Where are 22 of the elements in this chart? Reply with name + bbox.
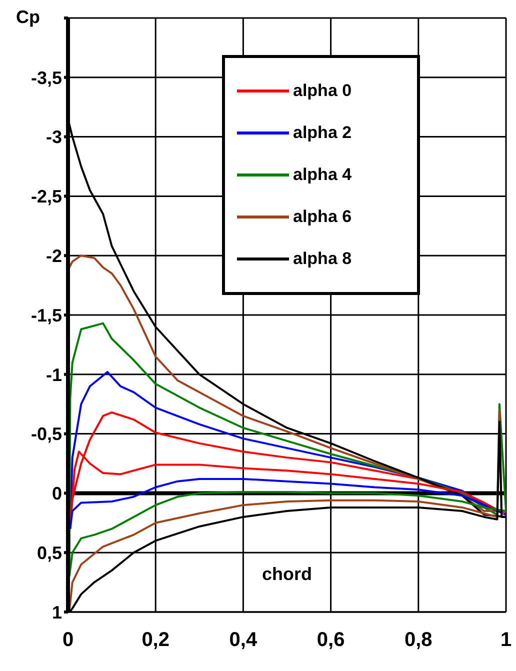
legend-label: alpha 2 bbox=[293, 123, 352, 143]
y-tick-label: 1 bbox=[52, 602, 62, 622]
y-tick-label: 0 bbox=[52, 484, 62, 504]
x-tick-label: 0,8 bbox=[404, 629, 432, 652]
legend-label: alpha 6 bbox=[293, 207, 352, 227]
y-tick-label: -1 bbox=[46, 364, 62, 385]
y-tick-label: -2,5 bbox=[30, 186, 62, 207]
y-axis-title: Cp bbox=[16, 6, 40, 27]
y-tick-label: -3 bbox=[46, 127, 62, 148]
x-tick-label: 0,4 bbox=[229, 629, 258, 652]
legend-label: alpha 0 bbox=[293, 81, 352, 101]
y-tick-label: -2 bbox=[46, 246, 62, 266]
x-tick-label: 0,6 bbox=[316, 629, 345, 652]
x-tick-label: 1 bbox=[500, 629, 512, 652]
x-tick-label: 0,2 bbox=[142, 629, 170, 652]
y-tick-label: 0,5 bbox=[36, 542, 62, 563]
y-tick-label: -3,5 bbox=[30, 68, 62, 88]
y-tick-label: -1,5 bbox=[30, 305, 62, 326]
y-tick-label: -0,5 bbox=[30, 424, 62, 444]
legend-label: alpha 8 bbox=[293, 249, 352, 269]
x-axis-title: chord bbox=[262, 564, 312, 584]
legend-label: alpha 4 bbox=[293, 165, 352, 185]
